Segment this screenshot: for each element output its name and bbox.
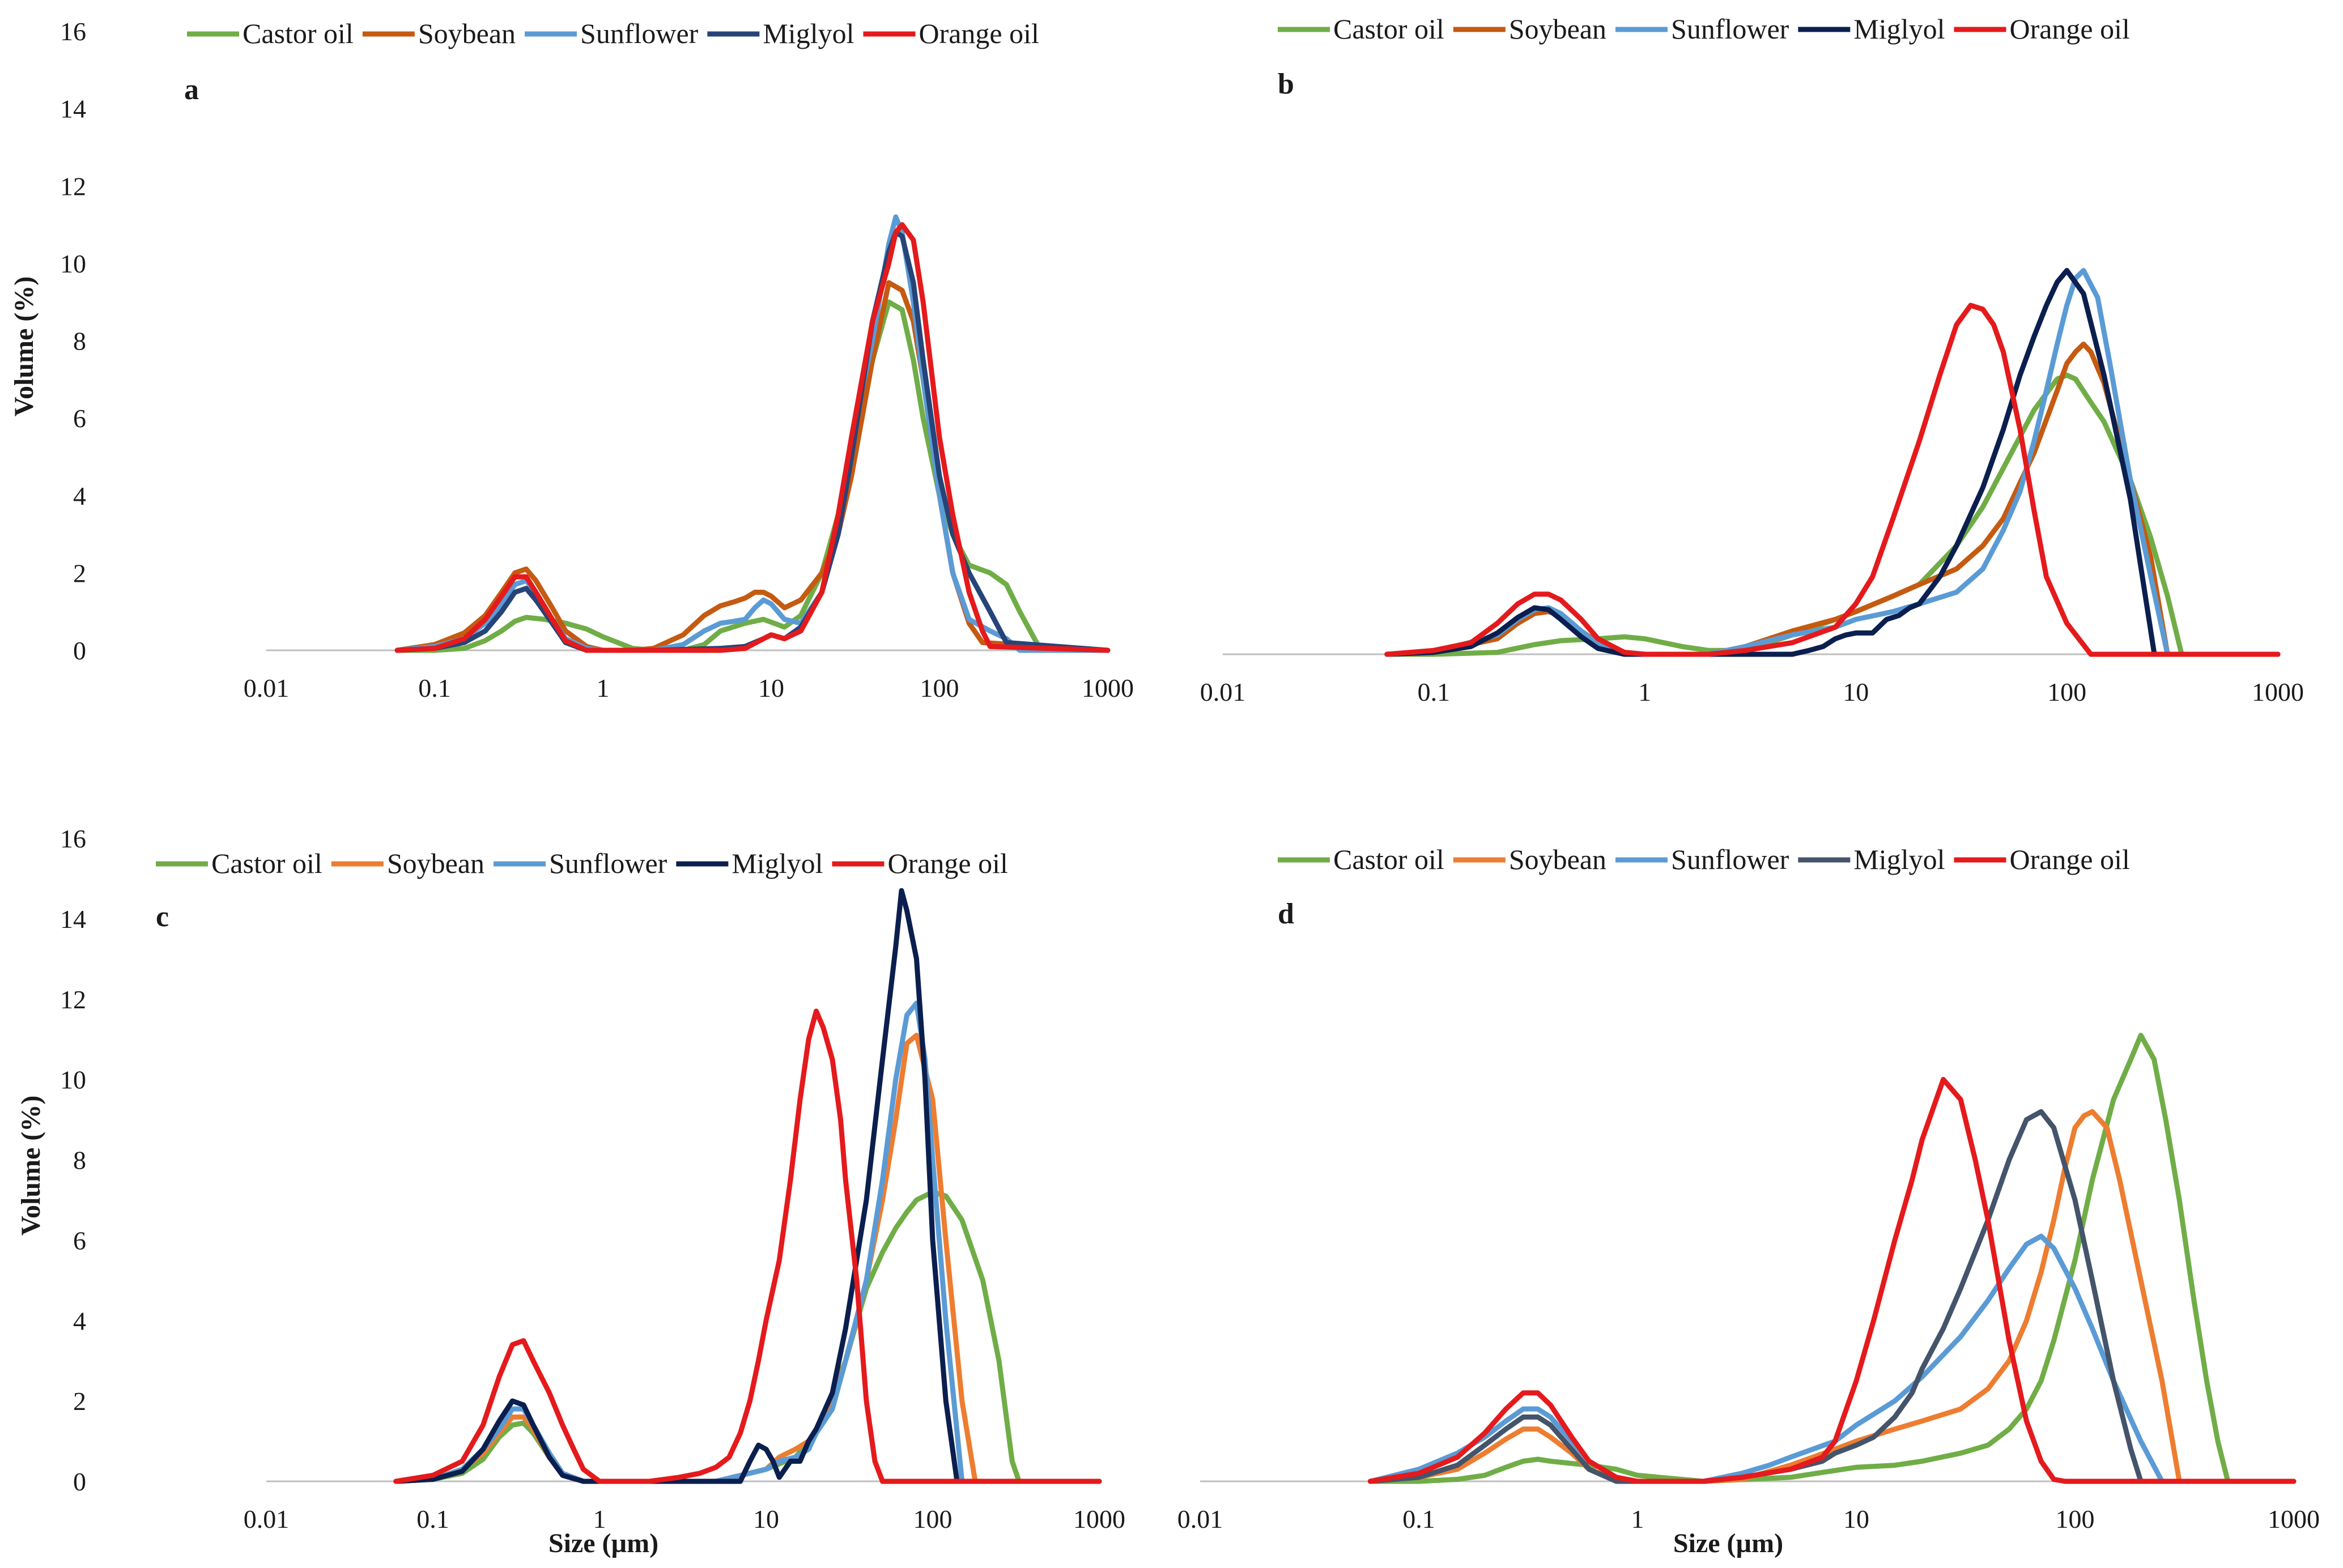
x-tick-label: 0.1 <box>1418 678 1451 706</box>
x-tick-label: 0.01 <box>244 1505 290 1533</box>
x-tick-label: 0.01 <box>244 674 290 702</box>
series-line-miglyol <box>393 888 1102 1484</box>
legend-label: Orange oil <box>2009 13 2129 45</box>
y-tick-label: 4 <box>73 1306 86 1335</box>
x-tick-label: 0.1 <box>416 1505 449 1533</box>
legend-label: Miglyol <box>732 847 823 879</box>
legend-label: Sunflower <box>1671 843 1789 875</box>
y-tick-label: 6 <box>73 1226 86 1255</box>
legend-label: Orange oil <box>2009 843 2129 875</box>
x-axis-title: Size (µm) <box>1673 1528 1783 1558</box>
x-tick-label: 0.01 <box>1177 1505 1223 1533</box>
y-tick-label: 0 <box>73 1467 86 1496</box>
x-tick-label: 10 <box>758 674 784 702</box>
y-tick-label: 10 <box>60 249 86 278</box>
legend-label: Sunflower <box>1671 13 1789 45</box>
y-tick-label: 2 <box>73 1387 86 1416</box>
y-tick-label: 6 <box>73 404 86 433</box>
y-tick-label: 14 <box>60 95 86 123</box>
y-tick-label: 16 <box>60 17 86 46</box>
x-axis-title: Size (µm) <box>548 1528 658 1558</box>
legend-label: Miglyol <box>763 18 854 49</box>
series-line-miglyol <box>1384 268 2281 657</box>
chart-panel-a: 0.01 0.1 1 10 100 1000 0 2 4 6 8 10 12 14 16 Volume (%)… <box>9 17 1134 702</box>
legend-label: Castor oil <box>1333 843 1444 875</box>
series-line-castor-oil <box>1384 372 2281 657</box>
x-tick-label: 1000 <box>1073 1505 1125 1533</box>
panel-letter: a <box>184 74 199 106</box>
y-axis-title: Volume (%) <box>16 1096 46 1236</box>
series-line-soybean <box>1367 1109 2297 1484</box>
x-tick-label: 10 <box>753 1505 779 1533</box>
legend-label: Sunflower <box>549 847 667 879</box>
legend-label: Orange oil <box>887 847 1007 879</box>
legend-label: Castor oil <box>243 18 354 49</box>
series-line-orange-oil <box>1367 1077 2297 1484</box>
series-line-orange-oil <box>393 1008 1102 1484</box>
panel-letter: d <box>1278 898 1294 930</box>
series-line-sunflower <box>1367 1233 2297 1484</box>
x-tick-label: 0.1 <box>1402 1505 1435 1533</box>
legend-label: Soybean <box>1509 843 1606 875</box>
y-tick-label: 4 <box>73 482 86 510</box>
legend-label: Castor oil <box>1333 13 1444 45</box>
series-line-sunflower <box>393 1000 1102 1484</box>
legend-label: Castor oil <box>211 847 322 879</box>
x-tick-label: 100 <box>913 1505 952 1533</box>
x-tick-label: 1 <box>593 1505 606 1533</box>
y-tick-label: 2 <box>73 559 86 587</box>
legend-label: Soybean <box>387 847 484 879</box>
legend-label: Soybean <box>1509 13 1606 45</box>
y-axis-title: Volume (%) <box>9 276 39 417</box>
panel-letter: b <box>1278 68 1294 100</box>
series-line-miglyol <box>1367 1109 2297 1484</box>
series-line-soybean <box>393 1033 1102 1484</box>
x-tick-label: 100 <box>2056 1505 2095 1533</box>
x-tick-label: 1000 <box>1082 674 1134 702</box>
legend-label: Miglyol <box>1853 13 1945 45</box>
chart-panel-d: 0.01 0.1 1 10 100 1000 Size (µm) d Castor oil Soy… <box>1177 843 2320 1558</box>
legend-label: Orange oil <box>919 18 1039 49</box>
chart-panel-c: 0.01 0.1 1 10 100 1000 0 2 4 6 8 10 12 14 16 Volume (%)… <box>16 824 1125 1558</box>
series-line-castor-oil <box>1367 1033 2297 1484</box>
y-tick-label: 10 <box>60 1066 86 1094</box>
x-tick-label: 1 <box>1631 1505 1644 1533</box>
x-tick-label: 0.01 <box>1200 678 1246 706</box>
chart-panel-b: 0.01 0.1 1 10 100 1000 b Castor oil Soybean Sunfl… <box>1200 13 2304 706</box>
series-line-orange-oil <box>394 222 1111 653</box>
x-tick-label: 100 <box>2047 678 2086 706</box>
y-tick-label: 16 <box>60 824 86 853</box>
y-tick-label: 8 <box>73 327 86 356</box>
x-tick-label: 10 <box>1843 678 1869 706</box>
y-tick-label: 12 <box>60 985 86 1014</box>
x-tick-label: 0.1 <box>418 674 451 702</box>
panel-letter: c <box>156 901 169 933</box>
series-line-soybean <box>1384 342 2281 657</box>
series-line-orange-oil <box>1384 302 2281 657</box>
x-tick-label: 1 <box>1638 678 1651 706</box>
y-tick-label: 0 <box>73 636 86 665</box>
legend-label: Miglyol <box>1853 843 1945 875</box>
y-tick-label: 14 <box>60 905 86 934</box>
y-tick-label: 12 <box>60 172 86 201</box>
x-tick-label: 10 <box>1843 1505 1869 1533</box>
x-tick-label: 1 <box>597 674 610 702</box>
x-tick-label: 100 <box>920 674 959 702</box>
x-tick-label: 1000 <box>2252 678 2304 706</box>
x-tick-label: 1000 <box>2268 1505 2320 1533</box>
y-tick-label: 8 <box>73 1146 86 1175</box>
series-line-castor-oil <box>393 1189 1102 1484</box>
legend-label: Sunflower <box>580 18 699 49</box>
legend-label: Soybean <box>418 18 516 49</box>
